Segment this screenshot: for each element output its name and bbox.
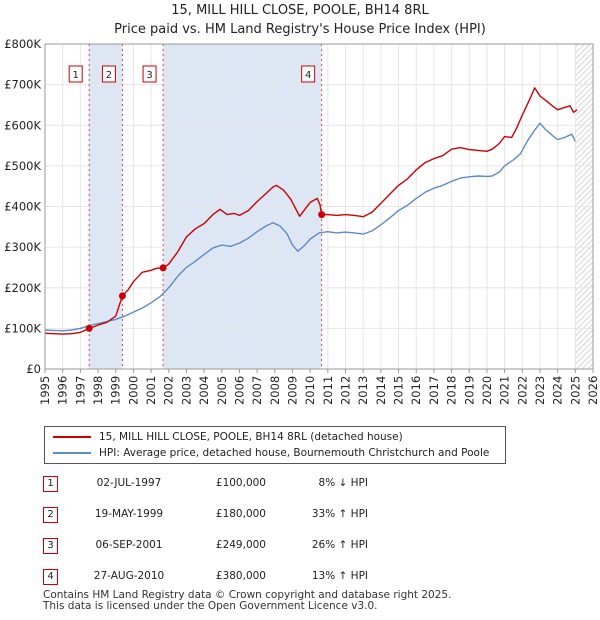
legend-label-hpi: HPI: Average price, detached house, Bour… <box>99 447 490 459</box>
x-tick-label: 2015 <box>392 376 406 405</box>
sale-number: 2 <box>43 507 58 523</box>
hpi-series-line <box>44 122 576 332</box>
x-tick-label: 1997 <box>73 376 87 405</box>
sale-label-number: 4 <box>305 70 311 81</box>
x-tick-label: 2026 <box>586 376 600 405</box>
x-tick-label: 2009 <box>285 376 299 405</box>
x-tick-label: 2022 <box>515 376 529 405</box>
sale-price: £249,000 <box>215 539 266 551</box>
sale-hpi-comparison: 8% ↓ HPI <box>318 477 368 489</box>
y-tick-label: £500K <box>4 159 41 173</box>
sale-label-box <box>301 65 316 83</box>
legend-swatch-hpi <box>53 452 91 454</box>
x-tick-label: 1996 <box>56 376 70 405</box>
x-tick-label: 2012 <box>339 376 353 405</box>
y-tick-label: £600K <box>4 118 41 132</box>
legend-item-property: 15, MILL HILL CLOSE, POOLE, BH14 8RL (de… <box>53 429 403 445</box>
footer-attribution: Contains HM Land Registry data © Crown c… <box>43 590 451 612</box>
sale-number: 4 <box>43 569 58 585</box>
y-tick-label: £700K <box>4 78 41 92</box>
x-tick-label: 2013 <box>356 376 370 405</box>
sale-label-box <box>68 65 83 83</box>
x-tick-label: 2025 <box>568 376 582 405</box>
footer-license: This data is licensed under the Open Gov… <box>43 600 378 612</box>
x-tick-label: 2008 <box>268 376 282 405</box>
sale-label-box <box>142 65 157 83</box>
legend: 15, MILL HILL CLOSE, POOLE, BH14 8RL (de… <box>44 426 506 464</box>
x-tick-label: 2010 <box>303 376 317 405</box>
sale-hpi-comparison: 33% ↑ HPI <box>311 508 368 520</box>
y-tick-label: £100K <box>4 321 41 335</box>
sale-point <box>118 292 126 300</box>
x-tick-label: 1998 <box>91 376 105 405</box>
x-tick-label: 2020 <box>480 376 494 405</box>
sale-hpi-comparison: 13% ↑ HPI <box>311 570 368 582</box>
sale-label-box <box>101 65 116 83</box>
x-tick-label: 2018 <box>445 376 459 405</box>
x-tick-label: 2000 <box>126 376 140 405</box>
x-tick-label: 2003 <box>179 376 193 405</box>
y-tick-label: £200K <box>4 281 41 295</box>
sale-hpi-comparison: 26% ↑ HPI <box>311 539 368 551</box>
sale-label-number: 3 <box>146 70 152 81</box>
x-tick-label: 2023 <box>533 376 547 405</box>
plot-frame <box>44 43 594 370</box>
legend-swatch-property <box>53 436 91 438</box>
sale-label-number: 1 <box>73 70 79 81</box>
legend-item-hpi: HPI: Average price, detached house, Bour… <box>53 445 489 461</box>
sale-point <box>318 211 326 219</box>
sale-date: 27-AUG-2010 <box>93 570 165 582</box>
y-tick-label: £400K <box>4 200 41 214</box>
sale-row: 1 02-JUL-1997 £100,000 8% ↓ HPI <box>0 472 600 494</box>
x-tick-label: 2017 <box>427 376 441 405</box>
sale-date: 06-SEP-2001 <box>95 539 163 551</box>
x-tick-label: 2004 <box>197 376 211 405</box>
sale-row: 4 27-AUG-2010 £380,000 13% ↑ HPI <box>0 565 600 587</box>
x-tick-label: 2019 <box>462 376 476 405</box>
sale-number: 3 <box>43 538 58 554</box>
property-series-line <box>44 87 578 335</box>
x-tick-label: 2024 <box>551 376 565 405</box>
x-tick-label: 2011 <box>321 376 335 405</box>
chart-subtitle: Price paid vs. HM Land Registry's House … <box>114 22 486 37</box>
x-tick-label: 2016 <box>409 376 423 405</box>
x-tick-label: 2002 <box>162 376 176 405</box>
sale-row: 3 06-SEP-2001 £249,000 26% ↑ HPI <box>0 534 600 556</box>
sale-date: 19-MAY-1999 <box>94 508 164 520</box>
x-tick-label: 2005 <box>215 376 229 405</box>
footer-copyright: Contains HM Land Registry data © Crown c… <box>43 589 452 601</box>
sale-price: £100,000 <box>215 477 266 489</box>
x-tick-label: 2014 <box>374 376 388 405</box>
x-tick-label: 1995 <box>38 376 52 405</box>
sale-price: £180,000 <box>215 508 266 520</box>
sale-point <box>85 324 93 332</box>
sale-label-number: 2 <box>106 70 112 81</box>
y-tick-label: £300K <box>4 240 41 254</box>
x-tick-label: 2021 <box>498 376 512 405</box>
x-tick-label: 2006 <box>232 376 246 405</box>
chart-title: 15, MILL HILL CLOSE, POOLE, BH14 8RL <box>171 3 429 18</box>
y-tick-label: £800K <box>4 37 41 51</box>
sale-price: £380,000 <box>215 570 266 582</box>
sale-date: 02-JUL-1997 <box>96 477 162 489</box>
x-tick-label: 2007 <box>250 376 264 405</box>
x-tick-label: 1999 <box>109 376 123 405</box>
sale-number: 1 <box>43 476 58 492</box>
legend-label-property: 15, MILL HILL CLOSE, POOLE, BH14 8RL (de… <box>99 431 403 443</box>
sale-row: 2 19-MAY-1999 £180,000 33% ↑ HPI <box>0 503 600 525</box>
sale-point <box>159 264 167 272</box>
x-tick-label: 2001 <box>144 376 158 405</box>
y-tick-label: £0 <box>26 362 41 376</box>
price-chart: 1 2 3 4 £0 £100K £200K £300K £400K £500K £600K £700… <box>4 37 600 405</box>
